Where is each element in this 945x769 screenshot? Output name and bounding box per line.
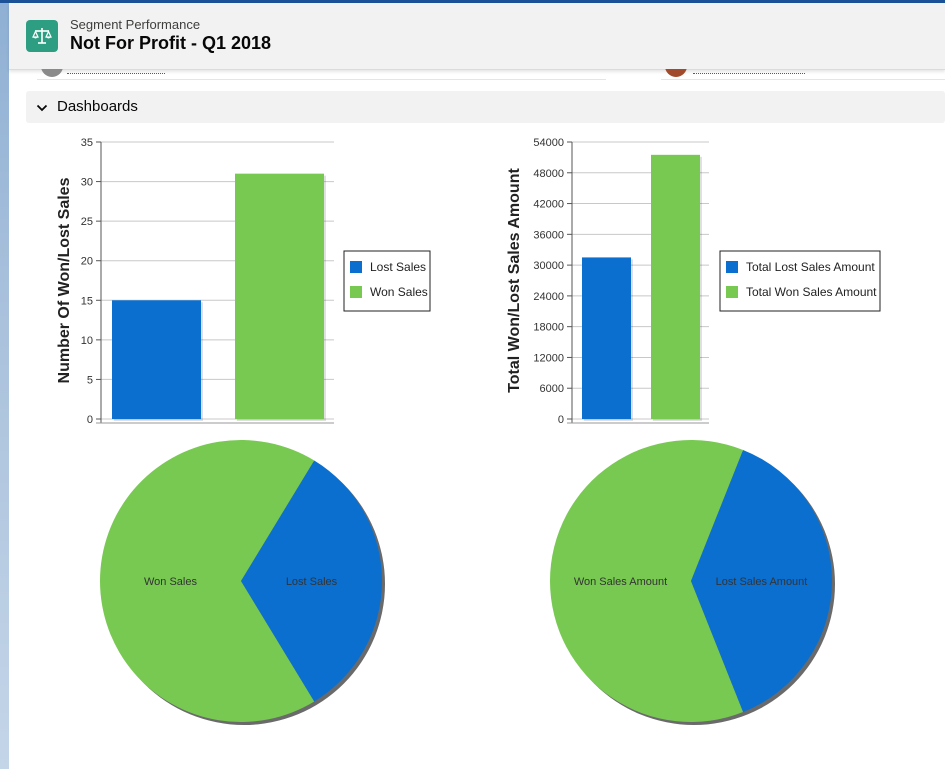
y-tick-label: 0 <box>87 414 93 426</box>
y-tick-label: 15 <box>81 295 93 307</box>
y-tick-label: 6000 <box>540 383 564 395</box>
page-eyebrow: Segment Performance <box>70 17 201 32</box>
pie-slice-lost <box>241 460 383 702</box>
legend-entry: Total Won Sales Amount <box>746 285 877 299</box>
legend-box <box>719 250 881 312</box>
y-tick-label: 48000 <box>533 168 564 180</box>
y-tick-label: 30000 <box>533 260 564 272</box>
pie-label-lost: Lost Sales Amount <box>716 576 808 588</box>
y-tick-label: 12000 <box>533 352 564 364</box>
y-tick-label: 42000 <box>533 199 564 211</box>
pie-slice-lost <box>691 449 832 713</box>
divider <box>661 79 945 80</box>
dashboards-section-header[interactable]: Dashboards <box>26 91 945 123</box>
pie-slice-won <box>99 440 315 722</box>
dashboard-charts: 0 5 10 15 20 25 30 35 Number Of Won/Lost Sales Lo… <box>56 137 881 725</box>
y-tick-label: 0 <box>558 414 564 426</box>
avatar[interactable] <box>41 69 63 77</box>
y-tick-label: 5 <box>87 374 93 386</box>
pie-label-won: Won Sales Amount <box>574 576 667 588</box>
legend-entry: Total Lost Sales Amount <box>746 260 875 274</box>
top-accent-strip <box>0 0 945 3</box>
legend-swatch <box>726 286 738 298</box>
page-header: Segment Performance Not For Profit - Q1 … <box>9 3 945 70</box>
legend-swatch <box>350 286 362 298</box>
y-tick-label: 54000 <box>533 137 564 149</box>
y-tick-label: 25 <box>81 216 93 228</box>
y-tick-label: 10 <box>81 335 93 347</box>
page-title: Not For Profit - Q1 2018 <box>70 33 272 53</box>
y-axis-title: Total Won/Lost Sales Amount <box>506 168 523 393</box>
pie-label-won: Won Sales <box>144 576 197 588</box>
legend-swatch <box>350 261 362 273</box>
pie-label-lost: Lost Sales <box>286 576 338 588</box>
section-label: Dashboards <box>57 98 138 115</box>
y-tick-label: 24000 <box>533 291 564 303</box>
y-tick-label: 36000 <box>533 229 564 241</box>
y-tick-label: 18000 <box>533 322 564 334</box>
y-tick-label: 20 <box>81 256 93 268</box>
pie-slice-won <box>550 440 744 723</box>
left-background-rail <box>0 3 9 769</box>
owner-link[interactable] <box>693 72 805 74</box>
bar-lost <box>112 300 201 419</box>
scales-icon <box>26 20 58 52</box>
legend-entry: Won Sales <box>370 285 428 299</box>
avatar[interactable] <box>665 69 687 77</box>
legend-swatch <box>726 261 738 273</box>
y-axis-title: Number Of Won/Lost Sales <box>56 177 73 383</box>
owner-link[interactable] <box>67 72 165 74</box>
y-tick-label: 30 <box>81 177 93 189</box>
bar-lost <box>582 257 631 419</box>
bar-won <box>235 173 324 419</box>
related-record-strip <box>9 69 945 85</box>
y-tick-label: 35 <box>81 137 93 149</box>
bar-won <box>651 154 700 419</box>
legend-entry: Lost Sales <box>370 260 426 274</box>
divider <box>37 79 606 80</box>
chevron-down-icon[interactable] <box>36 101 48 119</box>
record-page: Segment Performance Not For Profit - Q1 … <box>9 3 945 769</box>
